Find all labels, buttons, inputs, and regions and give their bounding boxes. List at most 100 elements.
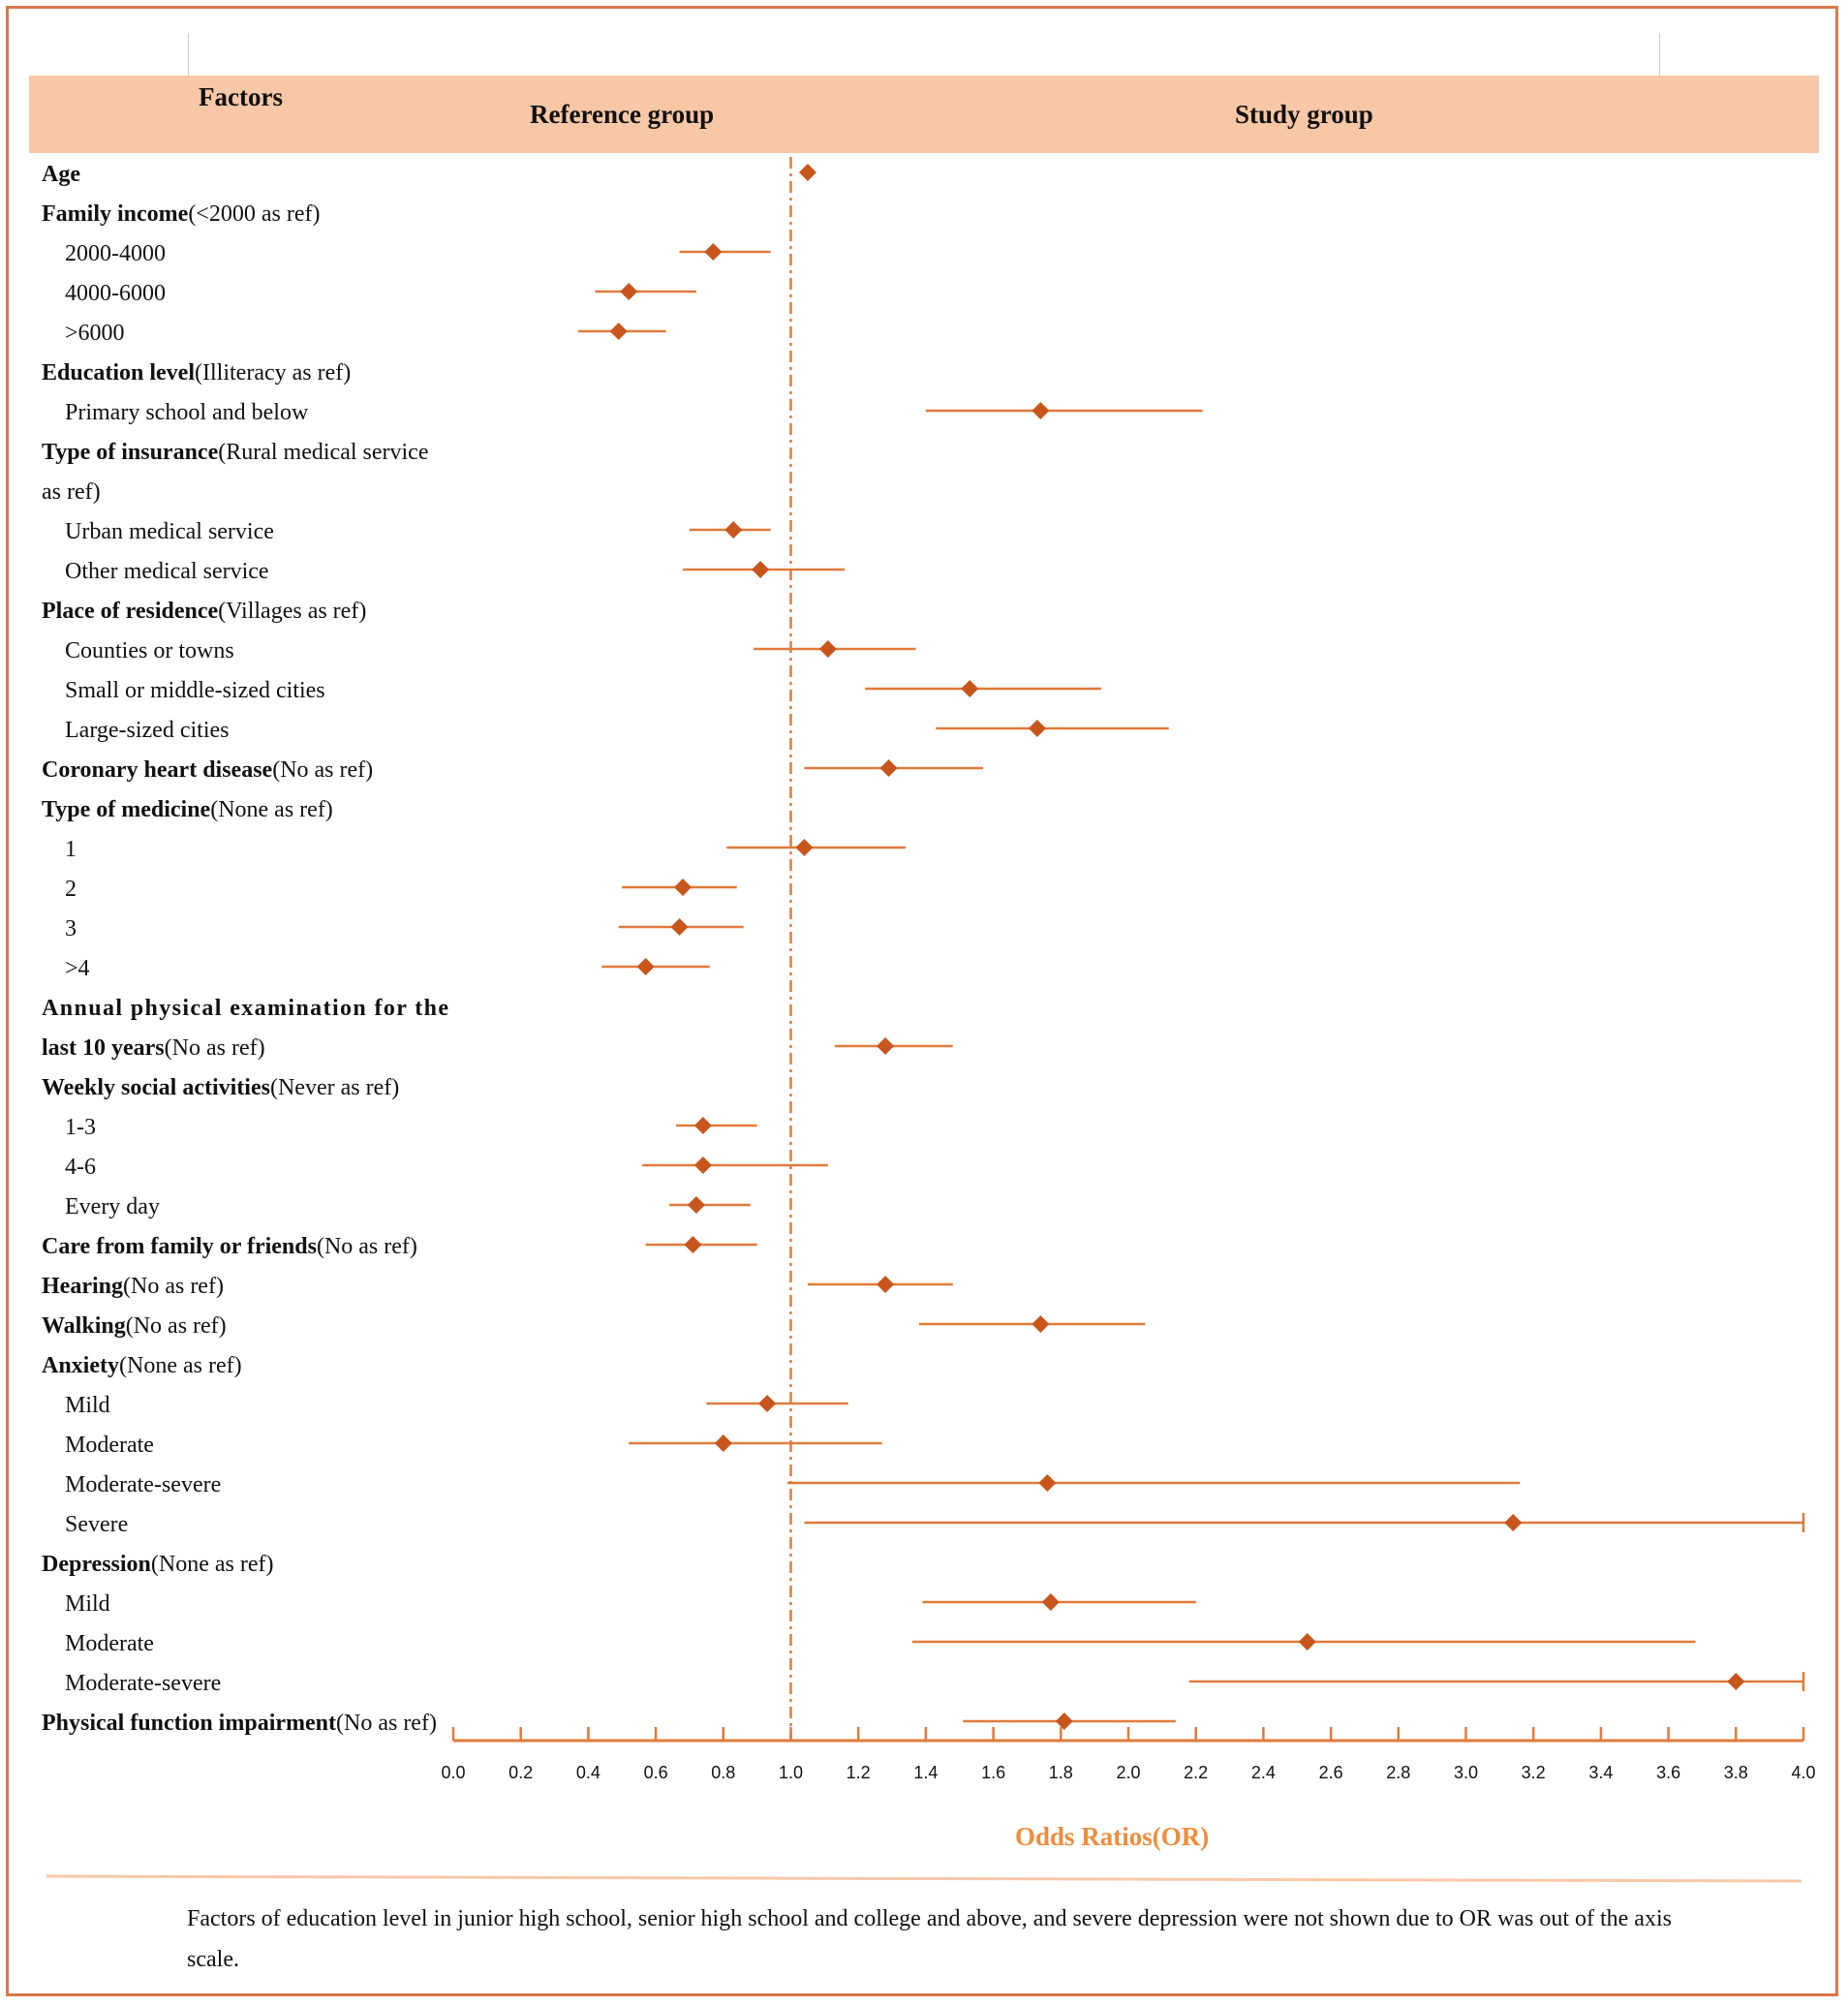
row-label-suffix: (None as ref): [210, 797, 333, 822]
or-marker: [1041, 1593, 1060, 1611]
row-label-bold: Care from family or friends: [42, 1234, 317, 1259]
row-label-bold: Age: [42, 162, 80, 187]
row-label: Annual physical examination for the: [42, 996, 448, 1021]
row-label-suffix: 4-6: [65, 1155, 96, 1180]
header-divider-left: [188, 33, 189, 76]
row-label: Moderate: [65, 1631, 154, 1656]
row-label-bold: Coronary heart disease: [42, 757, 273, 783]
row-label-bold: Place of residence: [42, 599, 219, 624]
or-marker: [687, 1196, 705, 1214]
row-label-suffix: Moderate-severe: [65, 1472, 221, 1497]
row-label: Small or middle-sized cities: [65, 678, 325, 703]
row-label: Physical function impairment(No as ref): [42, 1711, 437, 1736]
row-label-bold: Anxiety: [42, 1353, 119, 1378]
or-marker: [1032, 1315, 1050, 1333]
or-marker: [877, 1276, 895, 1293]
row-label: Hearing(No as ref): [42, 1274, 224, 1299]
row-label-suffix: 1: [65, 837, 77, 862]
row-label-suffix: Small or middle-sized cities: [65, 678, 325, 703]
or-marker: [795, 839, 814, 856]
or-marker: [693, 1157, 712, 1174]
row-label: Weekly social activities(Never as ref): [42, 1075, 399, 1100]
row-label: 1-3: [65, 1115, 96, 1140]
x-tick-label: 2.0: [1116, 1763, 1140, 1782]
row-label: Place of residence(Villages as ref): [42, 599, 366, 624]
x-tick-label: 2.8: [1386, 1763, 1410, 1782]
x-tick-label: 3.6: [1656, 1763, 1680, 1782]
row-label-bold: Depression: [42, 1552, 151, 1577]
row-label: Severe: [65, 1512, 128, 1537]
header-study-group: Study group: [1235, 100, 1373, 129]
row-label-bold: last 10 years: [42, 1035, 165, 1061]
or-marker: [609, 323, 628, 340]
row-label: last 10 years(No as ref): [42, 1035, 265, 1061]
or-marker: [673, 879, 692, 896]
row-label: Care from family or friends(No as ref): [42, 1234, 417, 1259]
row-label-suffix: 3: [65, 916, 77, 941]
x-tick-label: 2.2: [1184, 1763, 1208, 1782]
row-label-bold: Education level: [42, 360, 195, 386]
x-tick-label: 0.0: [441, 1763, 465, 1782]
row-label-suffix: (No as ref): [165, 1035, 265, 1061]
row-label-suffix: Severe: [65, 1512, 128, 1537]
row-label-suffix: >6000: [65, 321, 125, 346]
row-label: Moderate-severe: [65, 1472, 221, 1497]
row-label-suffix: Moderate: [65, 1631, 154, 1656]
row-label-suffix: (No as ref): [336, 1711, 437, 1736]
or-marker: [1032, 402, 1050, 419]
row-label-suffix: 2: [65, 877, 77, 902]
row-label: Type of medicine(None as ref): [42, 797, 333, 822]
footnote: Factors of education level in junior hig…: [187, 1906, 1672, 1972]
header-divider-right: [1659, 33, 1660, 76]
row-label-suffix: Mild: [65, 1393, 110, 1418]
or-marker: [758, 1395, 777, 1412]
row-label: Mild: [65, 1591, 110, 1617]
x-tick-label: 3.4: [1588, 1763, 1613, 1782]
row-label: 4-6: [65, 1155, 96, 1180]
row-label-suffix: (Rural medical service: [218, 440, 428, 465]
x-tick-label: 2.6: [1319, 1763, 1343, 1782]
x-tick-label: 1.2: [847, 1763, 871, 1782]
x-tick-label: 2.4: [1251, 1763, 1276, 1782]
row-label-suffix: (Villages as ref): [218, 599, 366, 624]
header-reference-group: Reference group: [530, 100, 715, 129]
or-marker: [1055, 1713, 1073, 1730]
row-label: Anxiety(None as ref): [42, 1353, 242, 1378]
row-label: 2: [65, 877, 77, 902]
header-factors: Factors: [199, 82, 283, 111]
row-label-bold: Physical function impairment: [42, 1711, 336, 1736]
or-marker: [693, 1117, 712, 1134]
row-label: as ref): [42, 479, 101, 505]
row-label-suffix: Large-sized cities: [65, 718, 229, 743]
or-marker: [818, 640, 837, 658]
x-axis-title: Odds Ratios(OR): [1015, 1822, 1210, 1851]
or-marker: [1504, 1514, 1523, 1531]
row-label-suffix: Primary school and below: [65, 400, 309, 425]
row-label-suffix: (None as ref): [151, 1552, 274, 1577]
or-marker: [670, 918, 689, 936]
x-tick-label: 0.4: [576, 1763, 601, 1782]
row-label-suffix: 2000-4000: [65, 241, 166, 266]
row-label-bold: Walking: [42, 1313, 126, 1339]
or-marker: [684, 1236, 702, 1253]
row-label-suffix: Every day: [65, 1194, 160, 1219]
row-label: Moderate: [65, 1433, 154, 1458]
x-tick-label: 3.0: [1454, 1763, 1478, 1782]
row-label-suffix: Moderate-severe: [65, 1671, 221, 1696]
row-label: Education level(Illiteracy as ref): [42, 360, 351, 386]
row-label: >4: [65, 956, 90, 981]
row-label-suffix: Moderate: [65, 1433, 154, 1458]
or-marker: [704, 243, 723, 261]
x-tick-label: 0.6: [644, 1763, 668, 1782]
row-label-bold: Hearing: [42, 1274, 123, 1299]
row-label: Family income(<2000 as ref): [42, 201, 320, 227]
row-label-suffix: Urban medical service: [65, 519, 274, 544]
row-label-suffix: (<2000 as ref): [188, 201, 320, 227]
x-tick-label: 0.8: [711, 1763, 735, 1782]
footnote-separator: [46, 1874, 1802, 1883]
row-label: Large-sized cities: [65, 718, 229, 743]
or-marker: [752, 561, 770, 578]
row-label-suffix: (No as ref): [126, 1313, 227, 1339]
row-label-bold: Type of insurance: [42, 440, 219, 465]
